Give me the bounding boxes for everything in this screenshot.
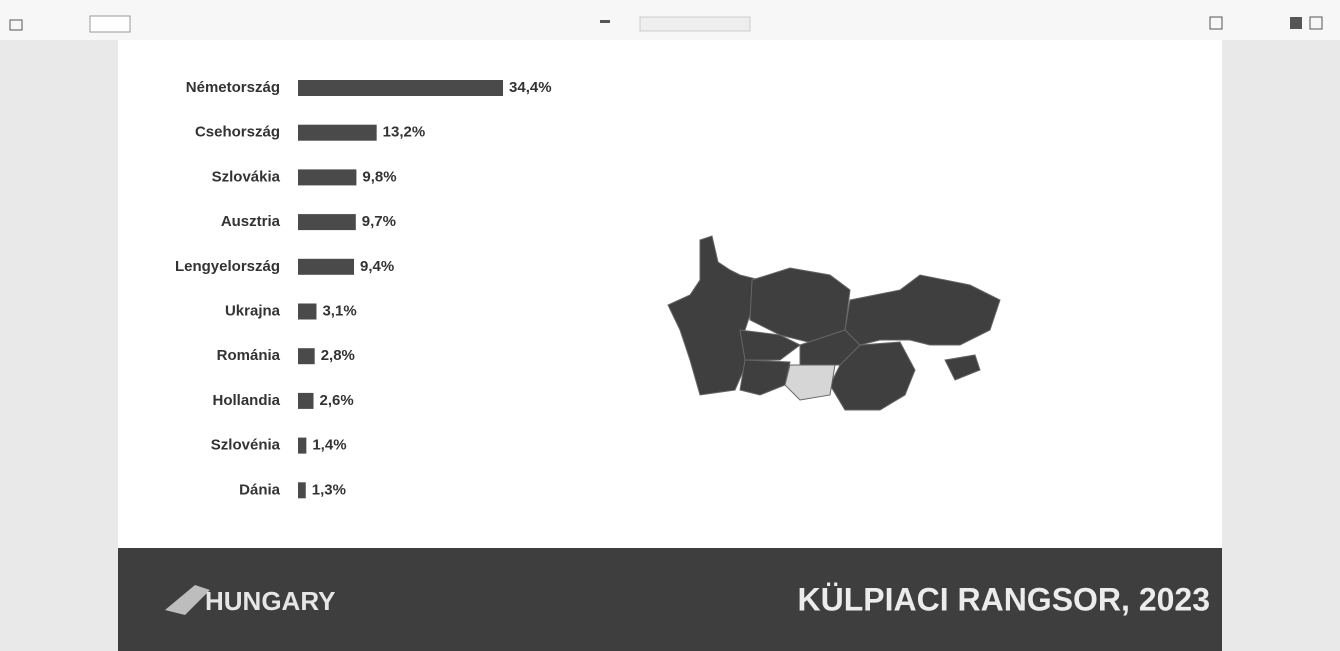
map-hungary — [784, 364, 836, 401]
category-label: Hollandia — [212, 392, 280, 409]
category-label: Németország — [186, 79, 280, 96]
category-label: Csehország — [195, 124, 280, 141]
value-label: 2,8% — [321, 347, 355, 364]
value-label: 9,4% — [360, 258, 394, 275]
value-label: 9,7% — [362, 213, 396, 230]
print-button[interactable] — [1290, 17, 1302, 29]
map-region — [944, 354, 981, 381]
bar — [298, 124, 377, 141]
value-label: 9,8% — [362, 168, 396, 185]
bar — [298, 258, 355, 275]
bar — [298, 482, 306, 499]
value-label: 1,3% — [312, 481, 346, 498]
category-label: Szlovákia — [212, 168, 281, 185]
map-region — [739, 359, 791, 396]
zoom-out-button[interactable] — [600, 20, 610, 23]
map — [667, 235, 1001, 411]
footer-band — [118, 548, 1222, 651]
bar — [298, 392, 314, 409]
save-button[interactable] — [1309, 16, 1323, 30]
bar — [298, 303, 317, 320]
category-label: Ukrajna — [225, 302, 281, 319]
logo-text: HUNGARY — [205, 586, 335, 616]
value-label: 3,1% — [322, 302, 356, 319]
category-label: Lengyelország — [175, 258, 280, 275]
value-label: 1,4% — [312, 437, 346, 454]
bar — [298, 169, 357, 186]
tool-button[interactable] — [1209, 16, 1223, 30]
bar — [298, 437, 307, 454]
bar — [298, 80, 504, 96]
category-label: Szlovénia — [211, 437, 281, 454]
category-label: Ausztria — [221, 213, 281, 230]
value-label: 34,4% — [509, 79, 552, 96]
value-label: 2,6% — [319, 392, 353, 409]
value-label: 13,2% — [383, 124, 426, 141]
zoom-select[interactable] — [639, 16, 751, 32]
category-label: Románia — [217, 347, 281, 364]
map-region — [739, 329, 801, 361]
bar — [298, 214, 356, 231]
bar — [298, 348, 315, 365]
slide-title: KÜLPIACI RANGSOR, 2023 — [797, 581, 1210, 617]
sidebar-button[interactable] — [9, 19, 23, 31]
page-input[interactable] — [89, 15, 131, 33]
category-label: Dánia — [239, 481, 281, 498]
logo-mark — [165, 585, 210, 615]
map-region — [829, 341, 916, 411]
